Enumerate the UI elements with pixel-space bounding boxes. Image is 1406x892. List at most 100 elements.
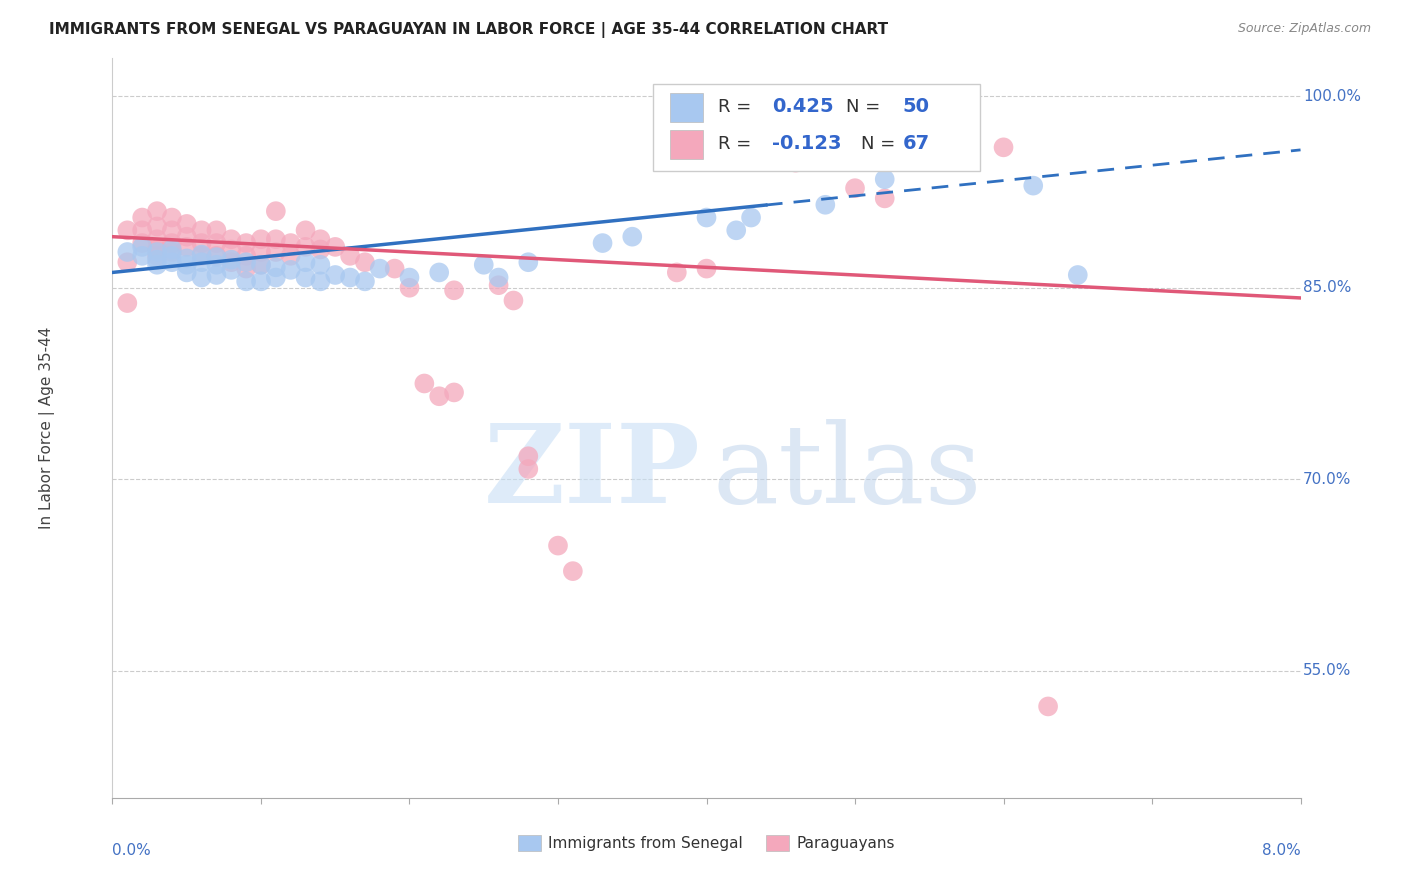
Point — [250, 245, 273, 260]
Point — [1036, 699, 1059, 714]
Point — [354, 255, 377, 269]
Point — [740, 137, 762, 152]
Point — [769, 143, 792, 157]
Point — [309, 274, 332, 288]
Point — [294, 240, 316, 254]
Point — [547, 539, 569, 553]
Point — [785, 155, 807, 169]
Point — [443, 283, 465, 297]
Point — [561, 564, 583, 578]
Point — [160, 245, 183, 260]
Point — [190, 247, 212, 261]
Point — [844, 181, 866, 195]
Point — [160, 255, 183, 269]
Point — [918, 115, 941, 129]
Point — [160, 243, 183, 257]
Text: IMMIGRANTS FROM SENEGAL VS PARAGUAYAN IN LABOR FORCE | AGE 35-44 CORRELATION CHA: IMMIGRANTS FROM SENEGAL VS PARAGUAYAN IN… — [49, 22, 889, 38]
Point — [339, 270, 361, 285]
Point — [131, 223, 153, 237]
Text: R =: R = — [718, 98, 758, 116]
Point — [368, 261, 391, 276]
Text: 55.0%: 55.0% — [1303, 663, 1351, 678]
Point — [219, 255, 243, 269]
Point — [280, 263, 302, 277]
Point — [146, 252, 169, 267]
Point — [205, 235, 228, 250]
Point — [205, 268, 228, 282]
Text: 8.0%: 8.0% — [1261, 843, 1301, 858]
Point — [280, 235, 302, 250]
Point — [323, 240, 346, 254]
Text: 67: 67 — [903, 135, 929, 153]
Point — [176, 240, 198, 254]
Point — [873, 172, 896, 186]
Point — [1067, 268, 1090, 282]
Bar — [652, 84, 980, 171]
Point — [190, 249, 212, 263]
Point — [235, 235, 257, 250]
Bar — [669, 130, 703, 160]
Point — [398, 281, 420, 295]
Point — [517, 255, 540, 269]
Legend: Immigrants from Senegal, Paraguayans: Immigrants from Senegal, Paraguayans — [512, 830, 901, 857]
Text: 0.0%: 0.0% — [112, 843, 152, 858]
Point — [427, 265, 450, 279]
Text: Source: ZipAtlas.com: Source: ZipAtlas.com — [1237, 22, 1371, 36]
Point — [696, 211, 718, 225]
Point — [250, 258, 273, 272]
Point — [873, 191, 896, 205]
Point — [339, 249, 361, 263]
Text: 50: 50 — [903, 97, 929, 116]
Point — [146, 258, 169, 272]
Point — [264, 245, 287, 260]
Point — [309, 243, 332, 257]
Point — [250, 258, 273, 272]
Point — [205, 249, 228, 263]
Point — [472, 258, 495, 272]
Point — [190, 235, 212, 250]
Point — [1022, 178, 1045, 193]
Point — [443, 385, 465, 400]
Point — [280, 249, 302, 263]
Point — [250, 274, 273, 288]
Point — [190, 255, 212, 269]
Point — [814, 198, 837, 212]
Point — [384, 261, 406, 276]
Point — [993, 140, 1015, 154]
Point — [160, 235, 183, 250]
Point — [176, 217, 198, 231]
Point — [117, 223, 139, 237]
Text: 85.0%: 85.0% — [1303, 280, 1351, 295]
Point — [264, 260, 287, 275]
Point — [176, 229, 198, 244]
Point — [517, 449, 540, 463]
Text: 70.0%: 70.0% — [1303, 472, 1351, 487]
Point — [740, 211, 762, 225]
Point — [219, 252, 243, 267]
Point — [621, 229, 644, 244]
Point — [235, 255, 257, 269]
Point — [398, 270, 420, 285]
Bar — [669, 93, 703, 122]
Point — [309, 258, 332, 272]
Text: 0.425: 0.425 — [772, 97, 834, 116]
Point — [160, 249, 183, 263]
Text: R =: R = — [718, 135, 758, 153]
Text: N =: N = — [845, 98, 886, 116]
Point — [146, 245, 169, 260]
Point — [264, 270, 287, 285]
Point — [117, 255, 139, 269]
Point — [146, 243, 169, 257]
Point — [250, 232, 273, 246]
Point — [235, 261, 257, 276]
Point — [131, 235, 153, 250]
Point — [488, 278, 510, 293]
Point — [696, 261, 718, 276]
Point — [488, 270, 510, 285]
Point — [413, 376, 436, 391]
Point — [235, 274, 257, 288]
Point — [294, 255, 316, 269]
Point — [323, 268, 346, 282]
Point — [264, 204, 287, 219]
Point — [131, 240, 153, 254]
